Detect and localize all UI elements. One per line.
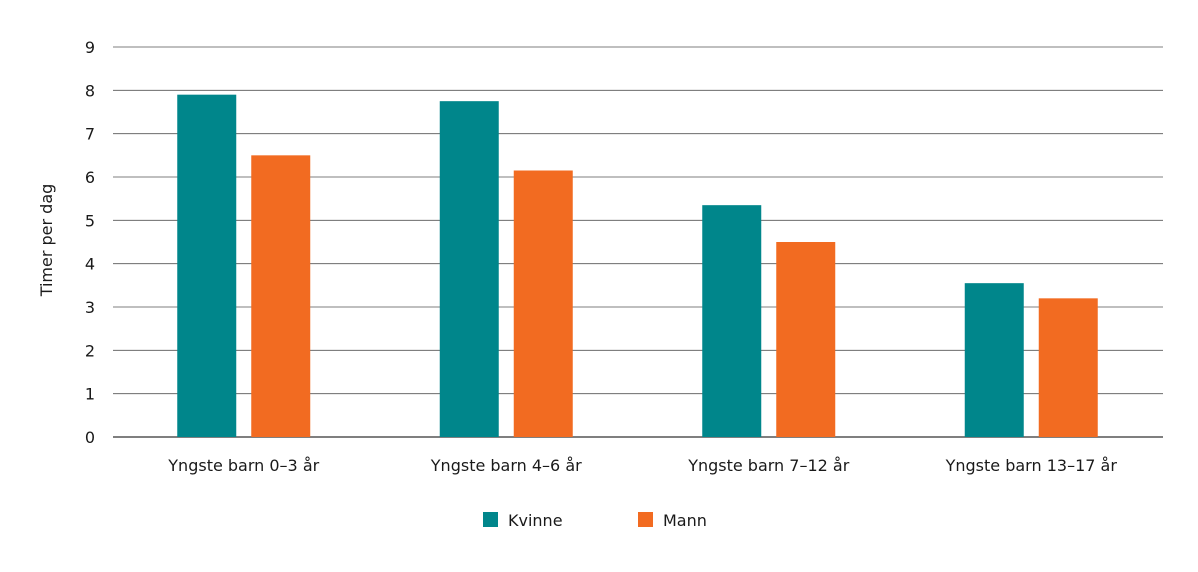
bar-kvinne (964, 283, 1024, 437)
y-tick-label: 6 (85, 168, 95, 187)
y-tick-label: 0 (85, 428, 95, 447)
y-tick-label: 4 (85, 255, 95, 274)
bar-mann (513, 170, 573, 437)
y-tick-label: 3 (85, 298, 95, 317)
bar-mann (251, 155, 311, 438)
y-tick-label: 7 (85, 125, 95, 144)
x-tick-label: Yngste barn 0–3 år (167, 456, 319, 475)
y-tick-label: 2 (85, 341, 95, 360)
bar-mann (776, 242, 836, 437)
legend: Kvinne Mann (483, 511, 707, 530)
legend-label-kvinne: Kvinne (508, 511, 563, 530)
legend-swatch-kvinne (483, 512, 498, 527)
x-tick-label: Yngste barn 13–17 år (945, 456, 1118, 475)
y-tick-label: 8 (85, 81, 95, 100)
y-tick-labels: 0 1 2 3 4 5 6 7 8 9 (85, 38, 95, 447)
x-tick-label: Yngste barn 4–6 år (430, 456, 582, 475)
bar-kvinne (702, 205, 762, 437)
bar-kvinne (439, 101, 499, 438)
x-tick-labels: Yngste barn 0–3 år Yngste barn 4–6 år Yngs… (167, 456, 1117, 475)
x-tick-label: Yngste barn 7–12 år (687, 456, 850, 475)
y-axis-label: Timer per dag (37, 184, 56, 298)
legend-swatch-mann (638, 512, 653, 527)
y-tick-label: 9 (85, 38, 95, 57)
y-tick-label: 5 (85, 211, 95, 230)
bar-mann (1038, 298, 1098, 437)
legend-label-mann: Mann (663, 511, 707, 530)
bars (177, 94, 1098, 438)
bar-kvinne (177, 94, 237, 438)
y-tick-label: 1 (85, 385, 95, 404)
